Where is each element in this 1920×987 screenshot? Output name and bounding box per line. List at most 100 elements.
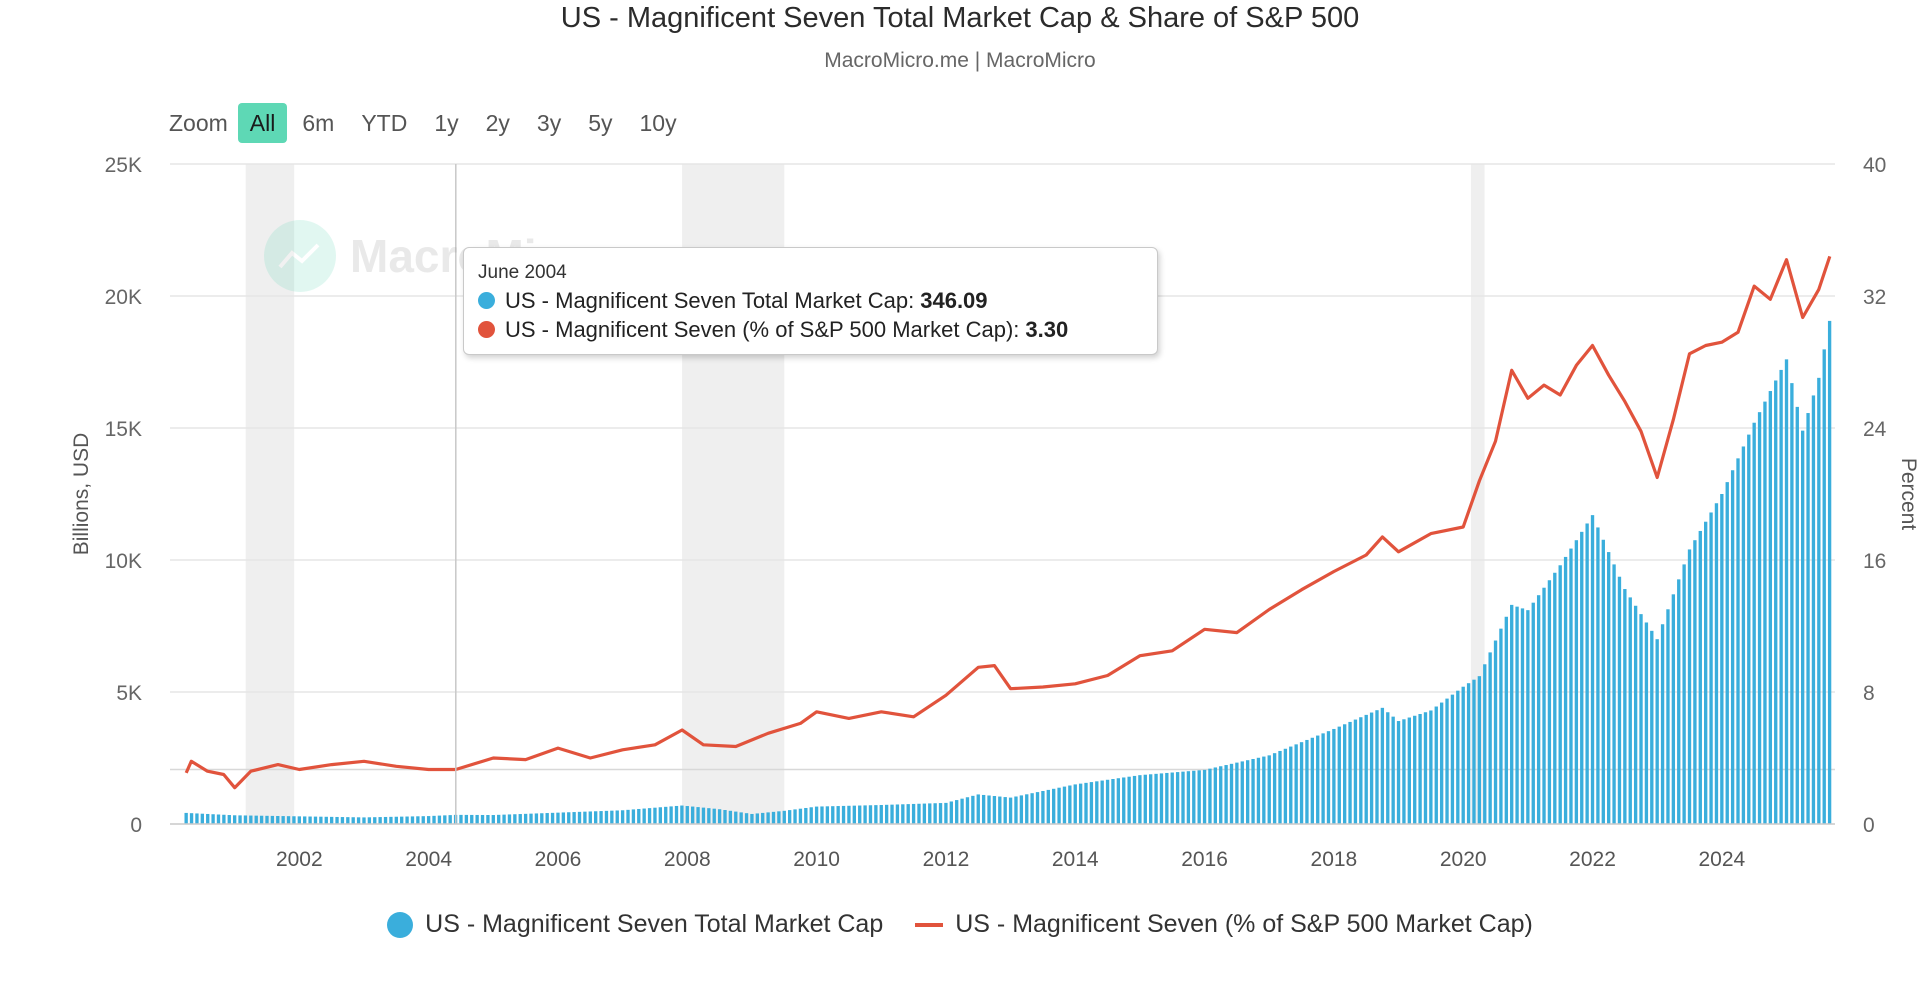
- market-cap-bar: [1175, 772, 1180, 824]
- market-cap-bar: [216, 814, 221, 824]
- x-tick-label: 2012: [923, 848, 970, 871]
- market-cap-bar: [1822, 349, 1826, 824]
- market-cap-bar: [1553, 572, 1557, 824]
- market-cap-bar: [1445, 698, 1449, 824]
- y-left-tick-label: 25K: [105, 154, 142, 177]
- market-cap-bar: [1817, 377, 1821, 824]
- market-cap-bar: [1262, 756, 1266, 824]
- y-right-tick-label: 0: [1863, 814, 1875, 837]
- market-cap-bar: [292, 816, 296, 824]
- market-cap-bar: [189, 813, 194, 824]
- market-cap-bar: [1536, 595, 1541, 824]
- zoom-3y-button[interactable]: 3y: [536, 110, 562, 136]
- market-cap-bar: [1235, 762, 1239, 824]
- market-cap-bar: [1267, 755, 1271, 824]
- legend-item-share[interactable]: US - Magnificent Seven (% of S&P 500 Mar…: [915, 910, 1533, 939]
- zoom-5y-button[interactable]: 5y: [588, 110, 613, 136]
- zoom-6m-button[interactable]: 6m: [302, 110, 335, 136]
- y-left-tick-label: 0: [130, 814, 142, 837]
- shaded-period: [1470, 164, 1485, 824]
- y-right-tick-label: 40: [1863, 154, 1886, 177]
- market-cap-bar: [550, 812, 555, 824]
- market-cap-bar: [922, 803, 927, 824]
- market-cap-bar: [1278, 750, 1282, 824]
- market-cap-bar: [432, 815, 436, 824]
- zoom-1y-button[interactable]: 1y: [434, 110, 459, 136]
- market-cap-bar: [868, 805, 873, 824]
- market-cap-bar: [1197, 770, 1201, 824]
- market-cap-bar: [1687, 549, 1692, 824]
- market-cap-bar: [1720, 494, 1724, 824]
- market-cap-bar: [707, 808, 711, 824]
- y-right-tick-label: 8: [1863, 682, 1875, 705]
- market-cap-bar: [416, 816, 420, 824]
- x-tick-label: 2008: [664, 848, 711, 871]
- x-tick-label: 2004: [405, 848, 452, 871]
- market-cap-bar: [1057, 787, 1061, 824]
- market-cap-bar: [1364, 714, 1368, 824]
- zoom-ytd-button[interactable]: YTD: [361, 110, 408, 136]
- market-cap-bar: [1019, 795, 1024, 824]
- market-cap-bar: [955, 800, 959, 824]
- y-right-tick-label: 16: [1863, 550, 1886, 573]
- legend-item-market-cap[interactable]: US - Magnificent Seven Total Market Cap: [387, 910, 883, 939]
- zoom-2y-button[interactable]: 2y: [485, 110, 510, 136]
- market-cap-bar: [674, 805, 679, 824]
- market-cap-bar: [1202, 769, 1207, 824]
- market-cap-bar: [1122, 777, 1126, 824]
- market-cap-bar: [1558, 565, 1562, 824]
- market-cap-bar: [1423, 712, 1428, 824]
- market-cap-bar: [1089, 782, 1094, 824]
- market-cap-bar: [567, 812, 571, 824]
- market-cap-bar: [1353, 719, 1358, 824]
- market-cap-bar: [1515, 606, 1519, 824]
- market-cap-bar: [1245, 760, 1250, 824]
- market-cap-bar: [443, 815, 447, 824]
- zoom-10y-button[interactable]: 10y: [639, 110, 677, 136]
- market-cap-bar: [1375, 710, 1379, 824]
- market-cap-bar: [1348, 721, 1352, 824]
- market-cap-bar: [470, 814, 474, 824]
- y-left-tick-label: 20K: [105, 286, 142, 309]
- market-cap-bar: [971, 795, 975, 824]
- market-cap-bar: [1386, 712, 1390, 824]
- market-cap-bar: [195, 813, 199, 824]
- y-left-tick-label: 10K: [105, 550, 142, 573]
- zoom-all-button[interactable]: All: [237, 103, 288, 143]
- market-cap-bar: [1499, 628, 1503, 824]
- market-cap-bar: [1655, 639, 1659, 824]
- market-cap-bar: [561, 812, 566, 824]
- market-cap-bar: [631, 809, 636, 824]
- market-cap-bar: [362, 817, 366, 824]
- market-cap-bar: [1429, 710, 1433, 824]
- market-cap-bar: [755, 813, 760, 824]
- market-cap-bar: [367, 817, 372, 824]
- market-cap-bar: [405, 816, 409, 824]
- market-cap-bar: [232, 815, 237, 824]
- market-cap-bar: [744, 813, 749, 824]
- market-cap-bar: [836, 806, 840, 824]
- market-cap-bar: [1272, 753, 1277, 824]
- market-cap-bar: [987, 795, 991, 824]
- market-cap-bar: [475, 814, 479, 824]
- market-cap-bar: [863, 805, 867, 824]
- market-cap-bar: [701, 807, 706, 824]
- market-cap-bar: [1488, 652, 1492, 824]
- market-cap-bar: [928, 803, 932, 824]
- market-cap-bar: [335, 816, 339, 824]
- market-cap-bar: [664, 806, 668, 824]
- market-cap-bar: [303, 816, 307, 824]
- market-cap-bar: [1493, 640, 1498, 824]
- market-cap-bar: [1650, 630, 1654, 824]
- market-cap-bar: [259, 815, 264, 824]
- x-tick-label: 2020: [1440, 848, 1487, 871]
- market-cap-bar: [1709, 512, 1713, 824]
- market-cap-bar: [276, 815, 280, 824]
- market-cap-bar: [728, 810, 733, 824]
- market-cap-bar: [486, 815, 490, 824]
- market-cap-bar: [1510, 604, 1514, 824]
- market-cap-bar: [356, 817, 361, 824]
- market-cap-bar: [814, 806, 819, 824]
- market-cap-bar: [1660, 624, 1665, 824]
- market-cap-bar: [965, 797, 970, 824]
